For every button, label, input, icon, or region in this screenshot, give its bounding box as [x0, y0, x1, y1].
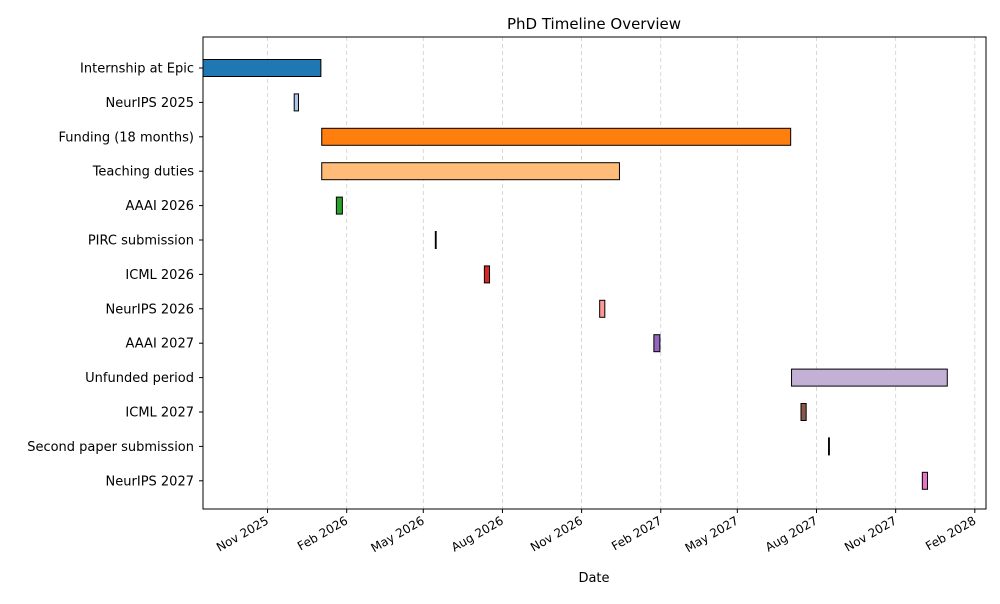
task-bar-pirc-submission: [434, 231, 437, 249]
y-tick-label-second-paper-submission: Second paper submission: [27, 440, 194, 455]
y-tick-label-neurips-2025: NeurIPS 2025: [106, 96, 194, 111]
y-tick-label-neurips-2027: NeurIPS 2027: [106, 474, 194, 489]
y-tick-label-aaai-2027: AAAI 2027: [126, 337, 194, 352]
task-bar-neurips-2027: [921, 471, 928, 490]
y-tick-label-icml-2026: ICML 2026: [125, 268, 194, 283]
task-bar-icml-2027: [800, 403, 807, 421]
task-bar-neurips-2025: [293, 93, 300, 112]
plot-frame: [202, 36, 987, 510]
y-tick-label-funding-18-months: Funding (18 months): [58, 130, 194, 145]
y-tick-label-unfunded-period: Unfunded period: [85, 371, 194, 386]
task-bar-unfunded-period: [791, 368, 948, 387]
y-tick-label-teaching-duties: Teaching duties: [92, 165, 195, 180]
y-tick-label-neurips-2026: NeurIPS 2026: [106, 302, 194, 317]
y-tick-label-icml-2027: ICML 2027: [125, 406, 194, 421]
y-tick-label-pirc-submission: PIRC submission: [88, 234, 194, 249]
task-bar-aaai-2026: [335, 196, 343, 215]
bar-layer: [202, 59, 948, 490]
chart-title: PhD Timeline Overview: [507, 15, 681, 33]
task-bar-aaai-2027: [653, 334, 661, 353]
y-tick-label-internship-at-epic: Internship at Epic: [80, 62, 194, 77]
x-axis-label: Date: [578, 571, 609, 586]
task-bar-internship-at-epic: [202, 59, 322, 77]
y-tick-label-aaai-2026: AAAI 2026: [126, 199, 194, 214]
task-bar-icml-2026: [483, 265, 491, 284]
task-bar-neurips-2026: [599, 299, 606, 318]
task-bar-funding-18-months: [321, 127, 792, 146]
y-axis: Internship at Epic NeurIPS 2025 Funding (1…: [27, 62, 203, 489]
grid-layer: [267, 37, 976, 509]
task-bar-teaching-duties: [321, 162, 620, 181]
task-bar-second-paper-submission: [828, 437, 830, 456]
